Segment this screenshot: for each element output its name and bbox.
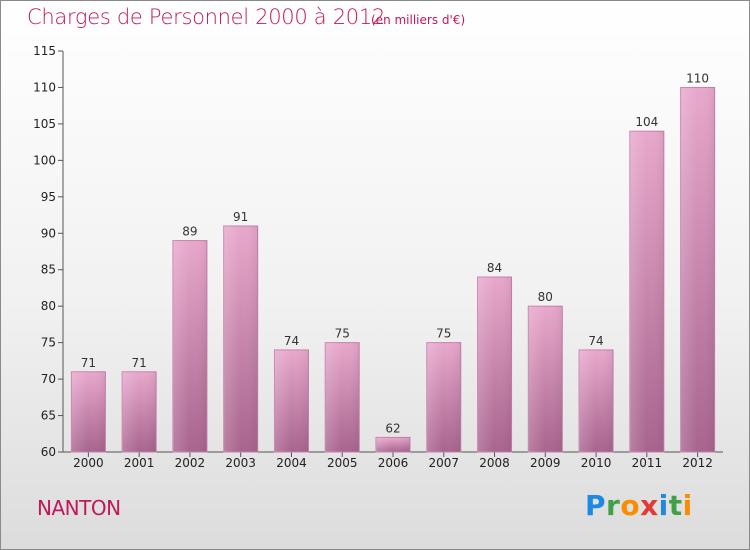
y-tick-label: 70	[41, 372, 56, 386]
data-label: 71	[81, 356, 96, 370]
y-tick-label: 90	[41, 226, 56, 240]
y-tick-label: 115	[33, 44, 56, 58]
y-tick-label: 95	[41, 190, 56, 204]
x-tick-label: 2004	[276, 456, 307, 470]
bar-shine	[629, 131, 664, 452]
data-label: 104	[635, 115, 658, 129]
proxiti-logo: Proxiti	[585, 489, 693, 522]
y-tick-label: 60	[41, 445, 56, 459]
x-tick-label: 2012	[682, 456, 713, 470]
logo-letter: i	[682, 489, 693, 522]
data-label: 80	[538, 290, 553, 304]
bar-shine	[477, 277, 512, 452]
logo-letter: i	[658, 489, 669, 522]
x-tick-label: 2005	[327, 456, 358, 470]
y-tick-label: 65	[41, 409, 56, 423]
y-tick-label: 80	[41, 299, 56, 313]
bar-shine	[274, 349, 309, 452]
chart-subtitle: (en milliers d'€)	[371, 13, 466, 27]
data-label: 89	[182, 225, 197, 239]
data-label: 91	[233, 210, 248, 224]
x-tick-label: 2010	[581, 456, 612, 470]
bar-shine	[528, 306, 563, 452]
logo-letter: x	[640, 489, 659, 522]
data-label: 75	[436, 327, 451, 341]
data-label: 71	[132, 356, 147, 370]
x-tick-label: 2002	[175, 456, 206, 470]
bar-shine	[680, 87, 715, 453]
logo-letter: r	[606, 489, 621, 522]
x-tick-label: 2000	[73, 456, 104, 470]
x-tick-label: 2001	[124, 456, 155, 470]
bar-shine	[376, 437, 410, 452]
bar-shine	[122, 371, 157, 452]
logo-letter: t	[668, 489, 683, 522]
y-tick-label: 105	[33, 117, 56, 131]
bar-shine	[325, 342, 360, 452]
data-label: 75	[335, 327, 350, 341]
y-tick-label: 85	[41, 263, 56, 277]
bar-shine	[426, 342, 461, 452]
logo-letter: P	[585, 489, 607, 522]
bar-shine	[172, 240, 207, 452]
bar-shine	[71, 371, 106, 452]
logo-letter: o	[620, 489, 641, 522]
data-label: 74	[284, 334, 299, 348]
y-tick-label: 75	[41, 336, 56, 350]
bar-shine	[579, 349, 614, 452]
data-label: 84	[487, 261, 502, 275]
x-tick-label: 2007	[428, 456, 459, 470]
data-label: 62	[385, 421, 400, 435]
bar-shine	[223, 225, 258, 452]
x-tick-label: 2008	[479, 456, 510, 470]
x-tick-label: 2003	[225, 456, 256, 470]
x-tick-label: 2006	[378, 456, 409, 470]
commune-name: NANTON	[37, 496, 121, 520]
data-label: 74	[588, 334, 603, 348]
y-tick-label: 100	[33, 153, 56, 167]
y-tick-label: 110	[33, 80, 56, 94]
data-label: 110	[686, 71, 709, 85]
x-tick-label: 2009	[530, 456, 561, 470]
x-tick-label: 2011	[632, 456, 663, 470]
chart-title: Charges de Personnel 2000 à 2012	[27, 5, 385, 29]
